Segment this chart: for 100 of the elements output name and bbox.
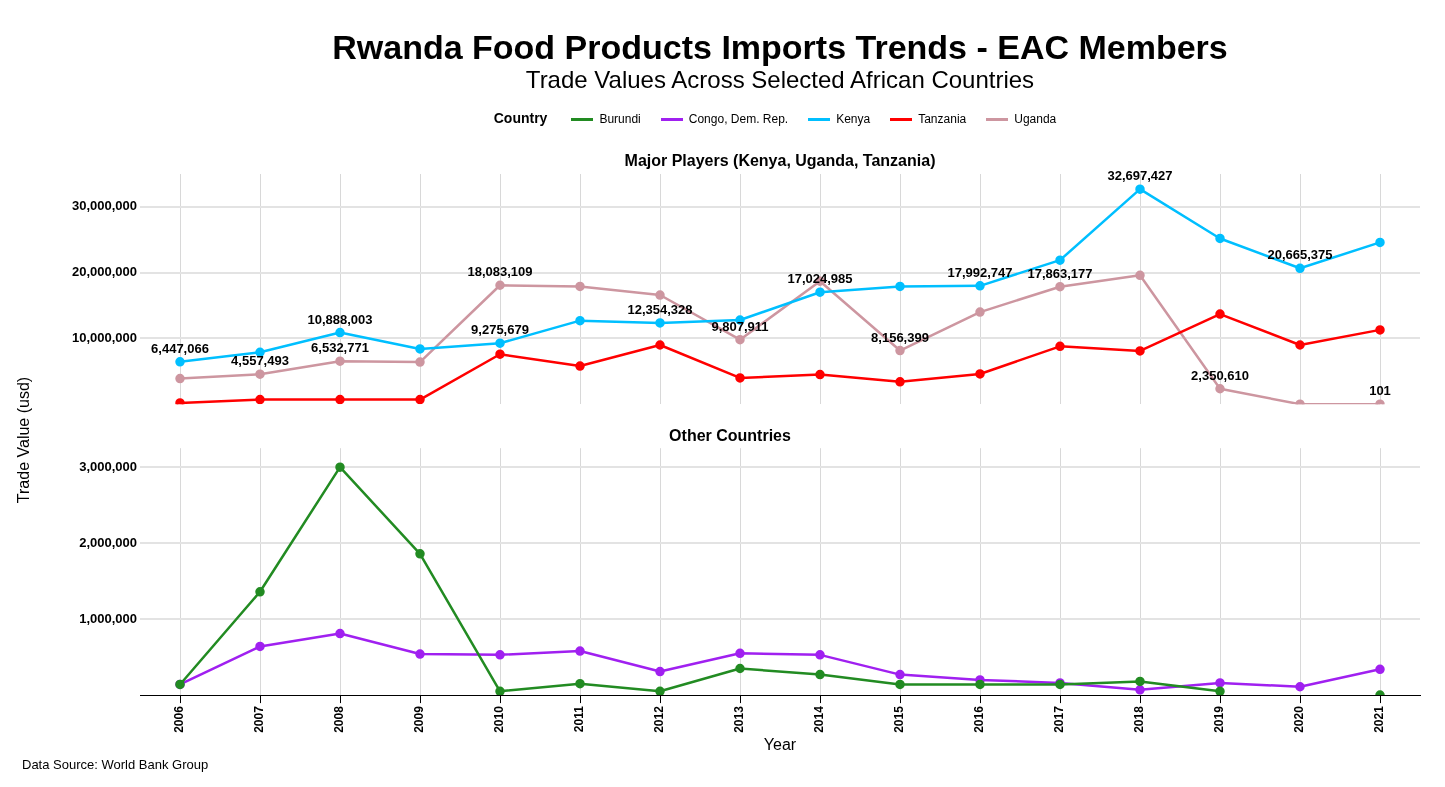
chart-title: Other Countries xyxy=(669,427,791,445)
point xyxy=(335,356,345,366)
point xyxy=(735,648,745,659)
chart-subtitle: Trade Values Across Selected African Countries xyxy=(524,66,1036,94)
source-note: Data Source: World Bank Group xyxy=(22,757,209,772)
y-tick-label: 1,000,000 xyxy=(79,610,137,626)
x-tick-label: 2013 xyxy=(732,705,747,733)
x-tick-label: 2019 xyxy=(1212,705,1227,733)
point xyxy=(415,649,425,659)
point xyxy=(495,349,505,359)
point xyxy=(575,361,585,371)
point xyxy=(1135,270,1145,281)
point xyxy=(1135,685,1145,695)
point xyxy=(575,281,585,292)
point xyxy=(255,347,265,357)
point xyxy=(1215,686,1225,696)
x-tick-label: 2012 xyxy=(652,705,667,733)
point xyxy=(815,369,825,380)
data-label: 10,888,003 xyxy=(307,311,373,327)
point xyxy=(815,287,825,297)
point xyxy=(655,340,665,350)
point xyxy=(815,669,825,680)
x-tick-label: 2016 xyxy=(972,705,987,733)
point xyxy=(495,686,505,696)
point xyxy=(895,679,905,690)
point xyxy=(415,357,425,367)
point xyxy=(1215,309,1225,319)
point xyxy=(255,641,265,652)
point xyxy=(1055,341,1065,352)
point xyxy=(655,318,665,328)
point xyxy=(655,666,665,677)
y-axis-title: Trade Value (usd) xyxy=(15,376,33,504)
point xyxy=(495,280,505,291)
point xyxy=(1375,325,1385,335)
x-tick-label: 2017 xyxy=(1052,705,1067,733)
point xyxy=(735,334,745,345)
point xyxy=(335,394,345,405)
x-tick-label: 2009 xyxy=(412,705,427,733)
data-label: 12,354,328 xyxy=(627,302,693,318)
data-label: 9,275,679 xyxy=(471,322,529,338)
x-tick-label: 2021 xyxy=(1372,705,1387,733)
y-tick-label: 2,000,000 xyxy=(79,534,137,550)
point xyxy=(1055,255,1065,265)
data-label: 8,156,399 xyxy=(871,329,929,345)
data-label: 6,447,066 xyxy=(151,340,209,356)
legend-title: Country xyxy=(493,110,548,126)
point xyxy=(335,327,345,338)
y-tick-label: 30,000,000 xyxy=(71,198,137,214)
x-tick-label: 2014 xyxy=(812,705,827,733)
point xyxy=(335,462,345,472)
point xyxy=(895,345,905,356)
point xyxy=(575,646,585,656)
y-tick-label: 20,000,000 xyxy=(71,264,137,280)
point xyxy=(175,373,185,384)
data-label: 17,863,177 xyxy=(1027,265,1093,281)
text: Major Players (Kenya, Uganda, Tanzania) xyxy=(624,152,936,170)
point xyxy=(335,628,345,639)
point xyxy=(495,650,505,660)
point xyxy=(1295,263,1305,274)
data-label: 17,992,747 xyxy=(947,264,1013,280)
data-label: 9,807,911 xyxy=(711,318,769,334)
data-label: 6,532,771 xyxy=(311,340,369,356)
x-tick-label: 2010 xyxy=(492,705,507,733)
x-tick-label: 2020 xyxy=(1292,705,1307,733)
x-tick-label: 2007 xyxy=(252,705,267,733)
point xyxy=(255,587,265,597)
point xyxy=(975,679,985,690)
point xyxy=(1215,678,1225,688)
data-label: 32,697,427 xyxy=(1107,168,1173,184)
point xyxy=(1375,664,1385,675)
point xyxy=(1135,184,1145,194)
point xyxy=(1215,383,1225,394)
x-axis-title: Year xyxy=(763,735,797,753)
x-tick-label: 2008 xyxy=(332,705,347,733)
point xyxy=(735,373,745,383)
point xyxy=(895,377,905,387)
point xyxy=(975,369,985,379)
point xyxy=(655,290,665,300)
data-label: 4,557,493 xyxy=(231,353,289,369)
point xyxy=(415,549,425,559)
point xyxy=(1215,233,1225,244)
data-label: 2,350,610 xyxy=(1191,367,1249,383)
point xyxy=(575,678,585,689)
point xyxy=(735,663,745,674)
x-tick-label: 2018 xyxy=(1132,705,1147,733)
point xyxy=(415,394,425,405)
point xyxy=(1135,346,1145,356)
point xyxy=(415,344,425,354)
point xyxy=(815,650,825,660)
point xyxy=(175,398,185,405)
x-tick-label: 2006 xyxy=(172,705,187,733)
data-label: 101 xyxy=(1369,383,1391,399)
point xyxy=(495,338,505,348)
legend-label: Congo, Dem. Rep. xyxy=(688,112,789,126)
data-label: 20,665,375 xyxy=(1267,247,1333,263)
point xyxy=(175,357,185,367)
point xyxy=(975,307,985,317)
legend-label: Tanzania xyxy=(918,112,967,126)
legend-label: Uganda xyxy=(1014,112,1057,126)
point xyxy=(1055,281,1065,292)
